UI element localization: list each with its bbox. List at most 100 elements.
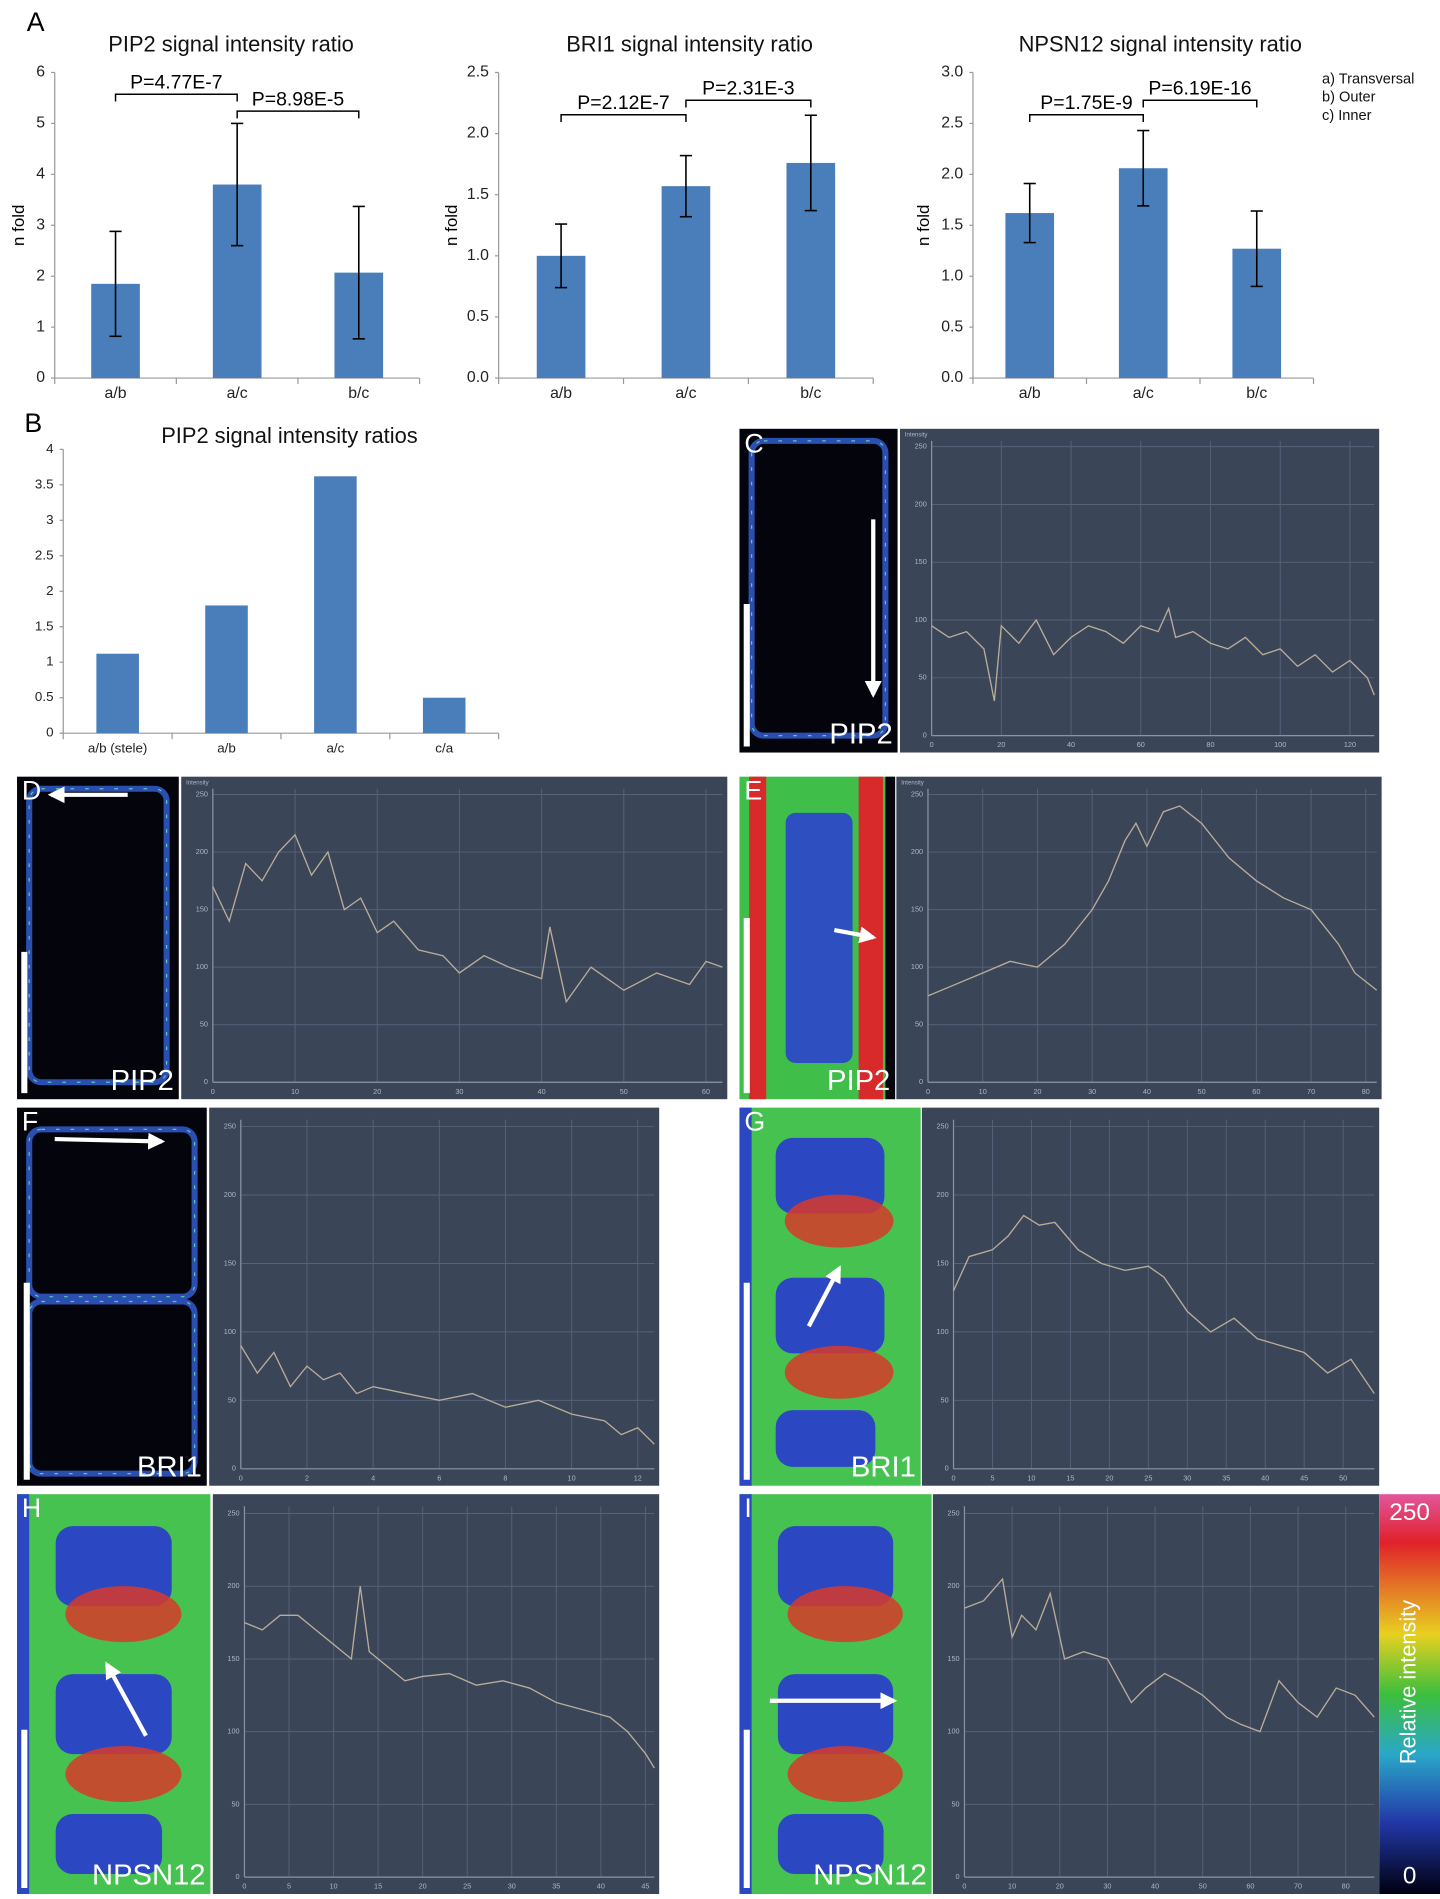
y-tick-label: 0: [46, 725, 53, 740]
y-tick-label: 1: [46, 654, 53, 669]
y-tick-label: 250: [196, 789, 208, 798]
intensity-profile: [212, 833, 723, 1004]
x-tick-label: 20: [373, 1087, 381, 1096]
region-blue: [775, 1410, 876, 1467]
significance-bracket: [685, 99, 812, 108]
x-tick-label: 20: [1033, 1087, 1041, 1096]
y-tick-label: 1.5: [467, 186, 489, 203]
y-tick-label: 0.5: [941, 318, 963, 335]
micrograph: [17, 1494, 211, 1894]
micrograph: [739, 428, 898, 753]
plot-background: [896, 776, 1382, 1100]
panel-letter: G: [744, 1106, 765, 1136]
region-red: [787, 1746, 903, 1803]
image-label: NPSN12: [92, 1860, 206, 1892]
x-tick-label: 0: [242, 1882, 246, 1891]
x-tick-label: 5: [990, 1473, 994, 1482]
x-tick-label: 45: [1300, 1473, 1308, 1482]
x-tick-label: 10: [979, 1087, 987, 1096]
intensity-profile: [952, 1214, 1375, 1394]
x-tick-label: 60: [1252, 1087, 1260, 1096]
y-tick-label: 2.5: [467, 64, 489, 81]
y-tick-label: 0.0: [467, 369, 489, 386]
x-tick-label: a/c: [675, 385, 696, 402]
x-tick-label: a/c: [326, 740, 344, 755]
y-tick-label: 200: [936, 1190, 948, 1199]
y-tick-label: 0.5: [35, 689, 54, 704]
plot-background: [921, 1107, 1380, 1486]
x-tick-label: 80: [1342, 1882, 1350, 1891]
edge-dark: [885, 776, 896, 1100]
y-tick-label: 3.0: [941, 64, 963, 81]
y-tick-label: 3: [46, 512, 53, 527]
p-value-label: P=6.19E-16: [1148, 78, 1251, 100]
y-tick-label: 2.5: [35, 547, 54, 562]
x-tick-label: 60: [1137, 740, 1145, 749]
x-tick-label: 50: [620, 1087, 628, 1096]
y-tick-label: 0: [232, 1464, 236, 1473]
y-axis-label: Intensity: [186, 780, 210, 786]
legend-note: c) Inner: [1322, 108, 1372, 124]
y-tick-label: 50: [200, 1020, 208, 1029]
y-tick-label: 150: [936, 1258, 948, 1267]
x-tick-label: 80: [1362, 1087, 1370, 1096]
y-tick-label: 50: [231, 1799, 239, 1808]
x-tick-label: 30: [1183, 1473, 1191, 1482]
trace-arrow: [105, 1661, 148, 1737]
y-tick-label: 2.0: [941, 166, 963, 183]
image-background: [17, 776, 179, 1100]
y-tick-label: 2: [46, 583, 53, 598]
p-value-label: P=2.31E-3: [702, 78, 794, 100]
panel-letter: C: [744, 429, 763, 459]
x-tick-label: 15: [374, 1882, 382, 1891]
x-tick-label: 25: [463, 1882, 471, 1891]
region-blue: [785, 812, 853, 1063]
region-blue: [775, 1277, 885, 1354]
x-tick-label: 40: [1261, 1473, 1269, 1482]
y-tick-label: 200: [947, 1581, 959, 1590]
x-tick-label: 0: [926, 1087, 930, 1096]
x-tick-label: 0: [211, 1087, 215, 1096]
x-tick-label: 50: [1198, 1087, 1206, 1096]
y-axis-label: n fold: [442, 205, 461, 246]
y-tick-label: 250: [936, 1122, 948, 1131]
region-red: [787, 1586, 903, 1643]
x-tick-label: 50: [1199, 1882, 1207, 1891]
significance-bracket: [560, 114, 687, 122]
region-red: [65, 1586, 182, 1643]
y-tick-label: 100: [915, 615, 927, 624]
y-tick-label: 3: [36, 216, 45, 233]
panel-letter: D: [22, 775, 41, 805]
region-blue: [777, 1674, 894, 1755]
x-tick-label: 25: [1144, 1473, 1152, 1482]
y-tick-label: 0.0: [941, 369, 963, 386]
trace-arrow: [54, 1132, 166, 1150]
x-tick-label: 0: [930, 740, 934, 749]
panel-letter: E: [744, 775, 762, 805]
y-tick-label: 0: [236, 1872, 240, 1881]
trace-arrow: [833, 926, 877, 944]
y-tick-label: 50: [915, 1020, 923, 1029]
colorbar-title: Relative intensity: [1395, 1600, 1420, 1764]
region-blue: [777, 1526, 894, 1607]
y-tick-label: 150: [196, 905, 208, 914]
y-tick-label: 0: [923, 731, 927, 740]
y-tick-label: 200: [224, 1190, 236, 1199]
y-tick-label: 200: [196, 847, 208, 856]
y-tick-label: 3.5: [35, 476, 54, 491]
intensity-profile: [931, 606, 1375, 702]
x-tick-label: 0: [962, 1882, 966, 1891]
p-value-label: P=2.12E-7: [577, 92, 669, 114]
x-tick-label: 5: [287, 1882, 291, 1891]
x-tick-label: 100: [1274, 740, 1286, 749]
region-red: [65, 1746, 182, 1803]
chart-title: PIP2 signal intensity ratios: [161, 423, 418, 448]
y-tick-label: 6: [36, 64, 45, 81]
micrograph: [739, 776, 896, 1100]
x-tick-label: 30: [455, 1087, 463, 1096]
y-tick-label: 150: [947, 1654, 959, 1663]
x-tick-label: 40: [597, 1882, 605, 1891]
x-tick-label: 60: [702, 1087, 710, 1096]
x-tick-label: c/a: [435, 740, 453, 755]
